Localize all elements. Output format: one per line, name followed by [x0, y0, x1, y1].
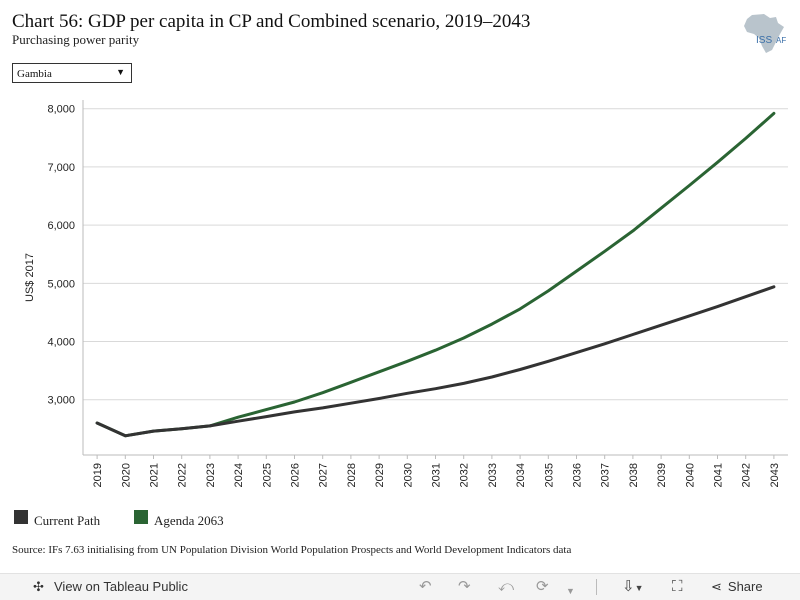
- iss-africa-logo: ISS AF: [744, 14, 786, 53]
- x-tick-label: 2035: [543, 463, 555, 487]
- x-tick-label: 2019: [92, 463, 104, 487]
- x-tick-label: 2020: [120, 463, 132, 487]
- series-line-current-path: [95, 285, 776, 438]
- tableau-toolbar: ✣ View on Tableau Public ↶ ↷ ⤺ ⟳ ▼ ⇩▼ ⛶ ⋖…: [0, 573, 800, 600]
- x-tick-label: 2038: [628, 463, 640, 487]
- legend-label-current-path: Current Path: [34, 513, 101, 528]
- y-tick-label: 8,000: [47, 104, 75, 116]
- share-button[interactable]: ⋖ Share: [711, 579, 763, 595]
- legend-label-agenda-2063: Agenda 2063: [154, 513, 224, 528]
- toolbar-divider: [596, 579, 597, 595]
- x-tick-label: 2029: [374, 463, 386, 487]
- download-icon[interactable]: ⇩▼: [622, 578, 644, 595]
- y-tick-label: 7,000: [47, 162, 75, 174]
- revert-icon[interactable]: ⤺: [498, 578, 515, 595]
- legend-swatch-agenda-2063: [134, 510, 148, 524]
- legend-swatch-current-path: [14, 510, 28, 524]
- redo-icon[interactable]: ↷: [458, 578, 471, 595]
- line-chart: 3,000 4,000 5,000 6,000 7,000 8,000 US$ 2017 20…: [24, 100, 788, 487]
- chevron-down-icon: ▼: [116, 67, 125, 77]
- x-tick-label: 2036: [572, 463, 584, 487]
- x-tick-label: 2032: [459, 463, 471, 487]
- source-note: Source: IFs 7.63 initialising from UN Po…: [12, 544, 572, 556]
- svg-text:AF: AF: [776, 36, 786, 45]
- country-select-value: Gambia: [17, 68, 52, 80]
- y-tick-label: 5,000: [47, 278, 75, 290]
- x-tick-label: 2022: [177, 463, 189, 487]
- fullscreen-icon[interactable]: ⛶: [672, 578, 683, 595]
- x-tick-label: 2023: [205, 463, 217, 487]
- view-on-tableau-link[interactable]: ✣ View on Tableau Public: [33, 579, 188, 595]
- refresh-dropdown-chevron-icon[interactable]: ▼: [566, 586, 575, 596]
- x-tick-label: 2039: [656, 463, 668, 487]
- x-tick-label: 2021: [149, 463, 161, 487]
- x-tick-label: 2041: [713, 463, 725, 487]
- refresh-icon[interactable]: ⟳: [536, 578, 549, 595]
- y-tick-label: 4,000: [47, 337, 75, 349]
- tableau-icon: ✣: [33, 579, 44, 594]
- x-tick-label: 2025: [261, 463, 273, 487]
- y-tick-label: 3,000: [47, 395, 75, 407]
- x-tick-label: 2027: [318, 463, 330, 487]
- view-on-tableau-label: View on Tableau Public: [54, 579, 188, 594]
- x-tick-label: 2031: [431, 463, 443, 487]
- chart-title: Chart 56: GDP per capita in CP and Combi…: [12, 11, 531, 32]
- share-icon: ⋖: [711, 579, 722, 594]
- country-select[interactable]: Gambia ▼: [12, 63, 132, 83]
- y-tick-label: 6,000: [47, 220, 75, 232]
- chart-subtitle: Purchasing power parity: [12, 32, 140, 47]
- x-tick-label: 2024: [233, 463, 245, 487]
- svg-text:ISS: ISS: [756, 35, 772, 46]
- x-tick-label: 2042: [741, 463, 753, 487]
- x-tick-label: 2033: [487, 463, 499, 487]
- x-tick-label: 2043: [769, 463, 781, 487]
- x-tick-label: 2030: [402, 463, 414, 487]
- share-label: Share: [727, 579, 763, 594]
- x-tick-label: 2028: [346, 463, 358, 487]
- y-axis-title: US$ 2017: [24, 253, 36, 302]
- x-tick-label: 2037: [600, 463, 612, 487]
- undo-icon[interactable]: ↶: [419, 578, 432, 595]
- x-tick-label: 2034: [515, 463, 527, 487]
- x-tick-label: 2026: [290, 463, 302, 487]
- x-tick-label: 2040: [684, 463, 696, 487]
